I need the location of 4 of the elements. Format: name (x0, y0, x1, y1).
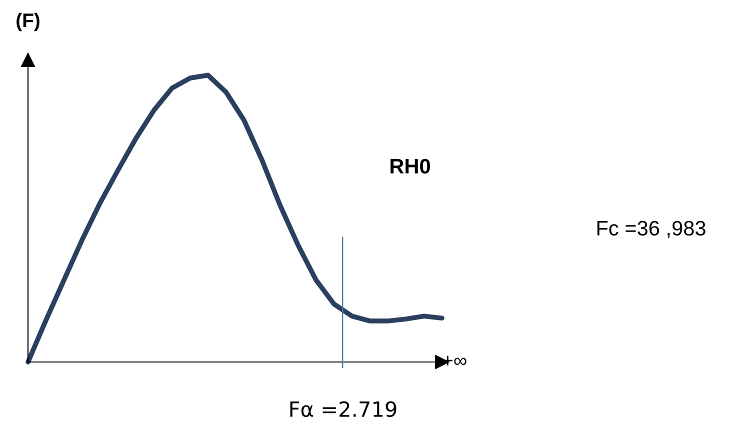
annotation: RH0 (390, 158, 430, 174)
text: Fc =36 ,983 (597, 220, 706, 238)
y-axis-title: (F) (16, 12, 40, 32)
text: Fα =2.719 (290, 401, 396, 418)
